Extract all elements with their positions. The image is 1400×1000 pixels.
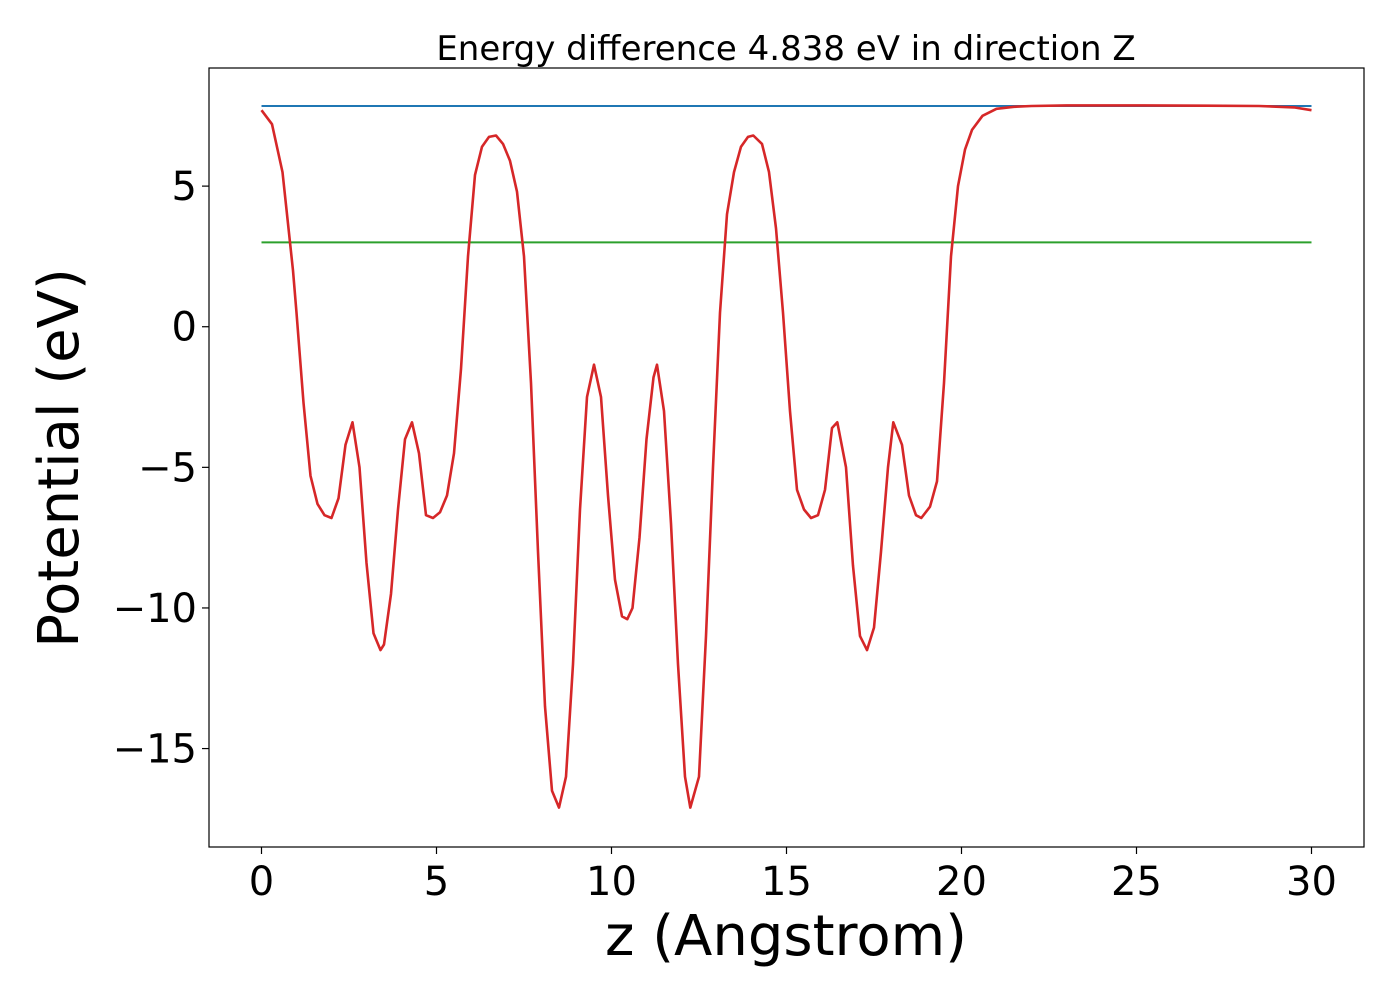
y-tick-label: −15: [113, 727, 197, 773]
y-tick-label: −10: [113, 586, 197, 632]
y-axis-label: Potential (eV): [27, 268, 92, 648]
x-tick-label: 30: [1286, 859, 1337, 905]
y-axis-ticks: 5 0 −5 −10 −15: [113, 164, 209, 773]
x-axis-ticks: 0 5 10 15 20 25 30: [249, 847, 1337, 905]
chart-title: Energy difference 4.838 eV in direction …: [436, 29, 1135, 69]
x-tick-label: 10: [586, 859, 637, 905]
x-tick-label: 25: [1111, 859, 1162, 905]
plot-frame: [208, 67, 1365, 848]
x-tick-label: 5: [424, 859, 449, 905]
x-tick-label: 15: [761, 859, 812, 905]
y-tick-label: −5: [138, 445, 197, 491]
x-tick-label: 20: [936, 859, 987, 905]
series-layer: [260, 104, 1312, 809]
series-line-2: [260, 104, 1312, 809]
y-tick-label: 0: [172, 305, 197, 351]
x-tick-label: 0: [249, 859, 274, 905]
y-tick-label: 5: [172, 164, 197, 210]
x-axis-label: z (Angstrom): [605, 904, 967, 969]
